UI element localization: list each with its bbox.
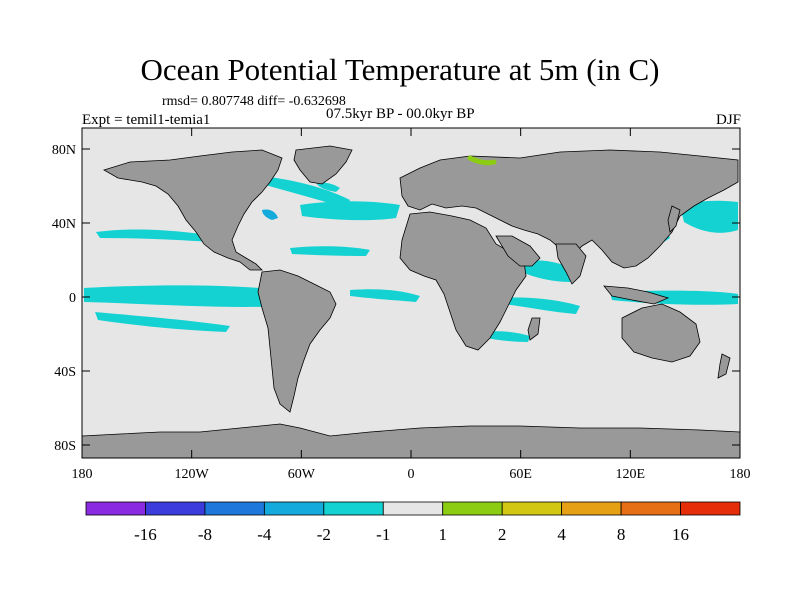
colorbar-swatch xyxy=(620,501,681,516)
colorbar-swatch xyxy=(85,501,146,516)
greenland xyxy=(293,145,353,185)
y-tick-label: 0 xyxy=(69,291,76,306)
x-tick-label: 180 xyxy=(730,467,751,482)
warming-anomaly-region xyxy=(467,155,497,166)
australia xyxy=(621,303,701,363)
x-tick-label: 120W xyxy=(175,467,210,482)
y-tick-label: 80N xyxy=(52,143,76,158)
colorbar-label: -2 xyxy=(317,525,331,544)
madagascar xyxy=(527,317,541,341)
maritime-continent xyxy=(603,285,670,305)
india xyxy=(555,243,587,285)
x-tick-label: 120E xyxy=(616,467,646,482)
colorbar-swatch xyxy=(501,501,563,516)
eurasia xyxy=(399,149,739,269)
japan xyxy=(667,205,681,233)
y-tick-label: 40N xyxy=(52,217,76,232)
colorbar-swatch xyxy=(323,501,384,516)
colorbar-label: 1 xyxy=(438,525,447,544)
arabia xyxy=(495,235,541,267)
colorbar-label: 16 xyxy=(672,525,689,544)
colorbar-swatch xyxy=(442,501,503,516)
x-tick-label: 180 xyxy=(72,467,93,482)
colorbar-swatch xyxy=(561,501,622,516)
y-tick-label: 80S xyxy=(54,439,76,454)
colorbar-label: 2 xyxy=(498,525,507,544)
colorbar-label: 4 xyxy=(557,525,566,544)
season-label: DJF xyxy=(715,112,741,128)
colorbar-swatch xyxy=(680,501,741,516)
south-america xyxy=(257,269,337,413)
colorbar-swatch xyxy=(382,501,444,516)
colorbar-swatch xyxy=(263,501,325,516)
stats-label: rmsd= 0.807748 diff= -0.632698 xyxy=(162,94,346,109)
land-masses xyxy=(81,145,741,459)
africa xyxy=(399,211,527,351)
x-tick-label: 60W xyxy=(288,467,316,482)
colorbar-label: 8 xyxy=(617,525,626,544)
period-label: 07.5kyr BP - 00.0kyr BP xyxy=(326,106,475,122)
colorbar-swatch xyxy=(204,501,265,516)
new-zealand xyxy=(717,353,731,379)
x-tick-label: 60E xyxy=(509,467,532,482)
experiment-label: Expt = temil1-temia1 xyxy=(82,112,211,128)
y-tick-label: 40S xyxy=(54,365,76,380)
x-axis: 180 120W 60W 0 60E 120E 180 xyxy=(72,128,751,482)
north-america xyxy=(102,149,283,271)
colorbar: -16 -8 -4 -2 -1 1 2 4 8 16 xyxy=(85,501,741,544)
colorbar-label: -1 xyxy=(376,525,390,544)
map-title: Ocean Potential Temperature at 5m (in C) xyxy=(140,52,660,87)
colorbar-label: -16 xyxy=(134,525,157,544)
y-axis: 80N 40N 0 40S 80S xyxy=(52,143,740,454)
colorbar-label: -8 xyxy=(198,525,212,544)
x-tick-label: 0 xyxy=(408,467,415,482)
colorbar-label: -4 xyxy=(257,525,272,544)
colorbar-swatch xyxy=(145,501,206,516)
